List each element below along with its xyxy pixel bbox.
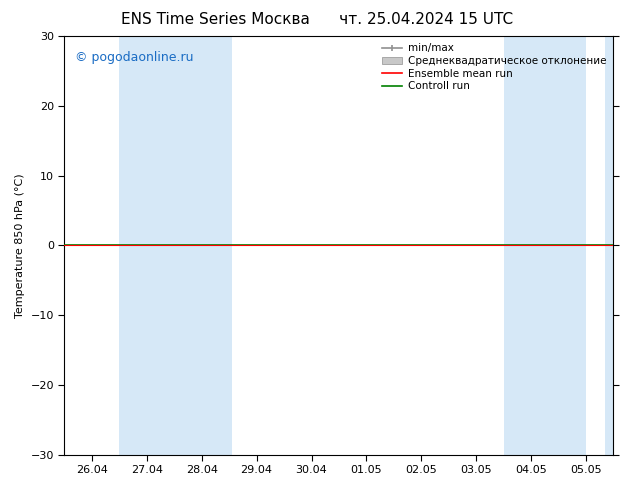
Bar (503, 36, 586, 455)
Y-axis label: Temperature 850 hPa (°C): Temperature 850 hPa (°C) (15, 173, 25, 318)
Bar (119, 36, 232, 455)
Bar (605, 36, 633, 455)
Text: © pogodaonline.ru: © pogodaonline.ru (75, 51, 194, 64)
Legend: min/max, Среднеквадратическое отклонение, Ensemble mean run, Controll run: min/max, Среднеквадратическое отклонение… (380, 41, 608, 93)
Text: ENS Time Series Москва      чт. 25.04.2024 15 UTC: ENS Time Series Москва чт. 25.04.2024 15… (121, 12, 513, 27)
